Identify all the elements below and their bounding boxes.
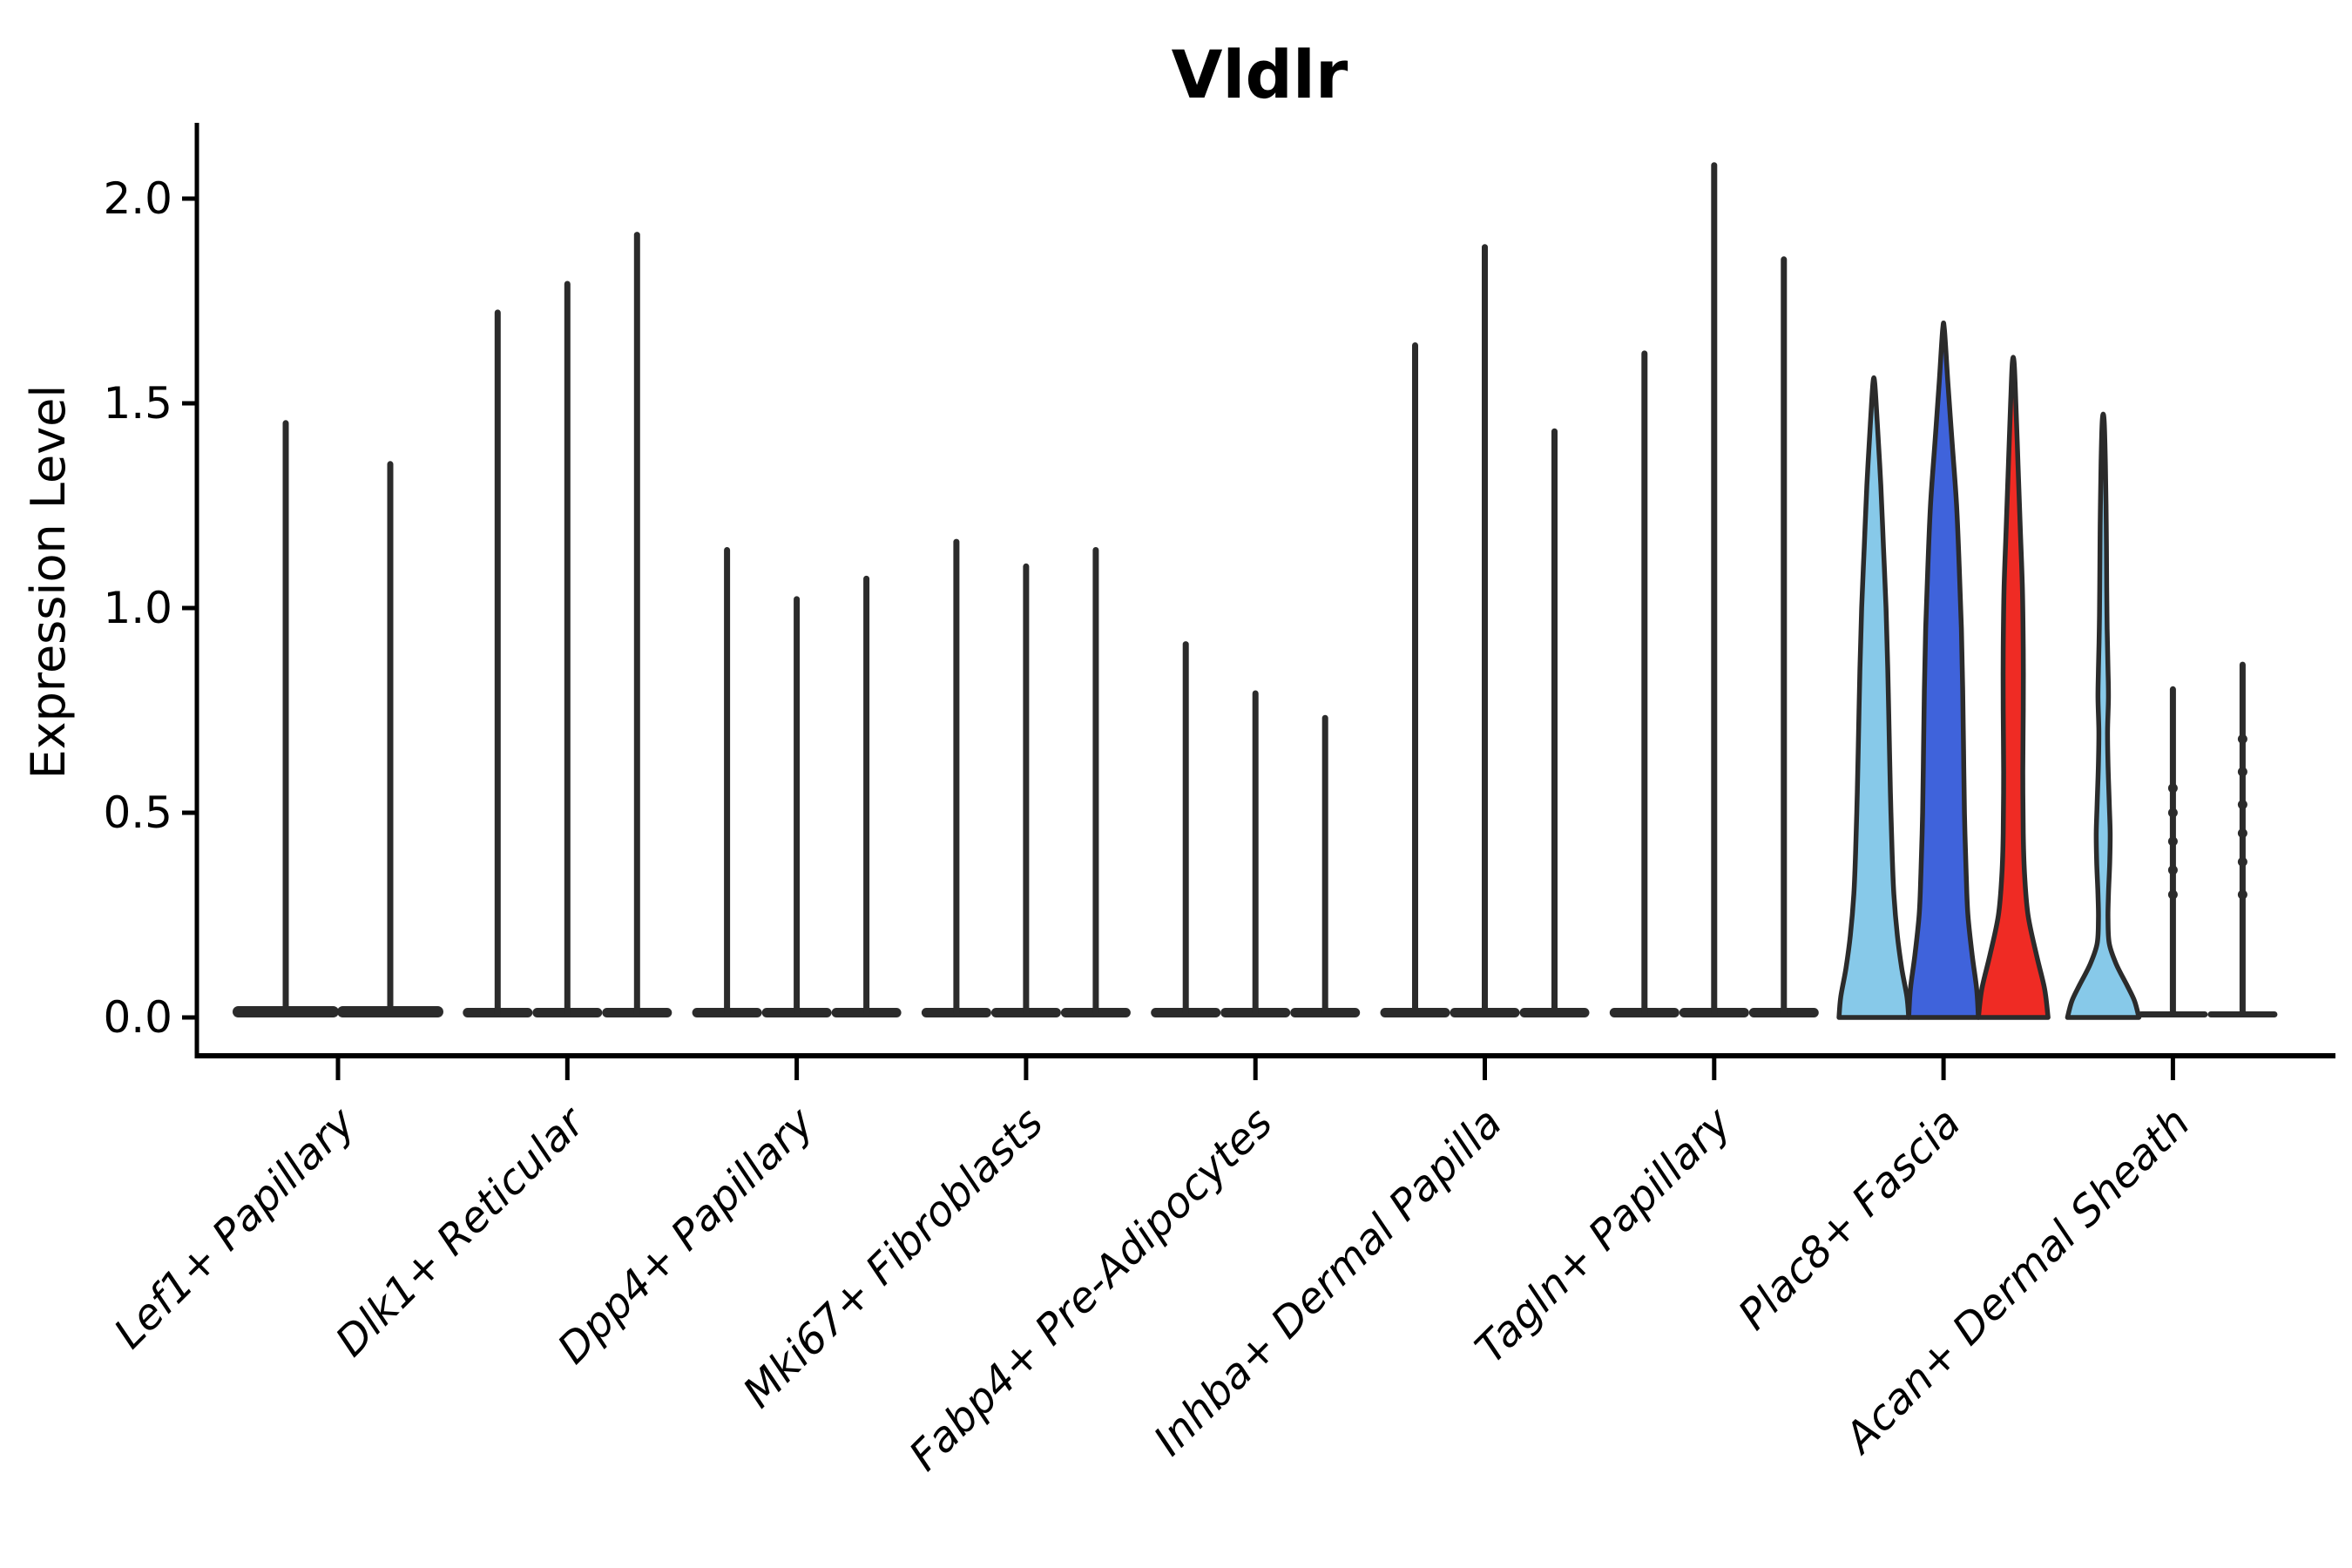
chart-title: Vldlr — [1172, 36, 1348, 113]
y-tick-label: 1.0 — [103, 583, 172, 633]
violin-filled — [1836, 375, 1911, 1020]
x-tick-label: Lef1+ Papillary — [105, 1098, 365, 1358]
x-tick-label: Plac8+ Fascia — [1729, 1098, 1970, 1340]
violin-filled — [1976, 355, 2051, 1020]
x-tick-label: Dpp4+ Papillary — [548, 1098, 823, 1373]
x-tick-label: Fabp4+ Pre-Adipocytes — [900, 1098, 1282, 1481]
data-point-mark — [2237, 856, 2247, 867]
data-point-mark — [2237, 828, 2247, 838]
y-tick-label: 0.5 — [103, 787, 172, 838]
y-tick-label: 0.0 — [103, 992, 172, 1043]
data-point-mark — [2167, 865, 2178, 875]
y-axis-label: Expression Level — [21, 385, 76, 780]
data-point-mark — [2167, 808, 2178, 818]
data-point-mark — [2237, 767, 2247, 777]
data-point-mark — [2237, 889, 2247, 900]
data-point-mark — [2237, 800, 2247, 810]
violin-filled — [2065, 411, 2142, 1020]
y-tick-label: 1.5 — [103, 378, 172, 429]
data-point-mark — [2167, 783, 2178, 794]
x-tick-label: Dlk1+ Reticular — [327, 1097, 597, 1367]
data-point-mark — [2167, 889, 2178, 900]
data-point-mark — [2167, 836, 2178, 847]
data-point-mark — [2237, 733, 2247, 744]
x-tick-label: Tagln+ Papillary — [1466, 1098, 1741, 1373]
violin-filled — [1906, 321, 1981, 1020]
y-tick-label: 2.0 — [103, 173, 172, 224]
